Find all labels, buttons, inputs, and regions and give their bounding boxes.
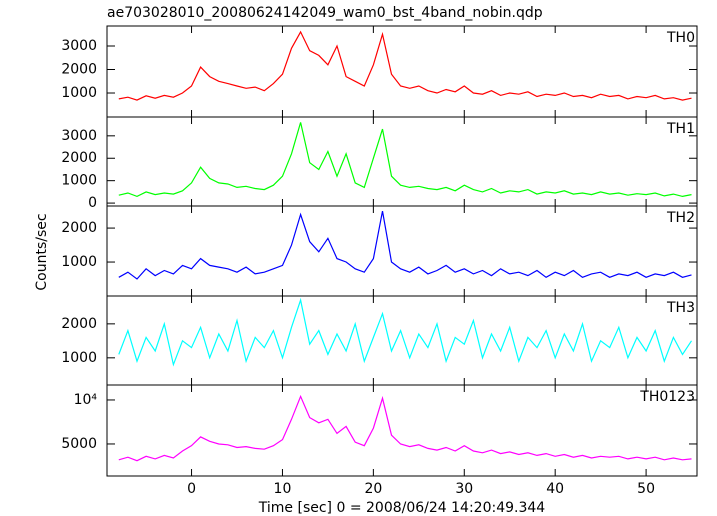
x-tick-label: 10 [274, 481, 292, 497]
panel-frame [106, 205, 698, 297]
y-tick-label: 1000 [61, 173, 97, 189]
x-tick-label: 30 [455, 481, 473, 497]
panel-frame [106, 384, 698, 477]
light-curve [118, 394, 692, 462]
x-tick-label: 20 [364, 481, 382, 497]
panel-frame [106, 116, 698, 207]
light-curve [118, 30, 692, 101]
x-axis-label: Time [sec] 0 = 2008/06/24 14:20:49.344 [258, 500, 546, 516]
y-tick-label: 0 [88, 195, 97, 211]
y-tick-label: 10⁴ [74, 392, 98, 408]
light-curve [118, 297, 693, 367]
y-tick-label: 2000 [61, 150, 97, 166]
y-tick-label: 2000 [61, 62, 97, 78]
y-tick-label: 1000 [61, 254, 97, 270]
x-tick-label: 0 [187, 481, 196, 497]
x-tick-label: 40 [546, 481, 564, 497]
x-tick-label: 50 [637, 481, 655, 497]
panel-frame [106, 295, 698, 386]
panel-frame [106, 25, 698, 118]
y-tick-label: 1000 [61, 85, 97, 101]
panel-label: TH0123 [639, 389, 695, 405]
y-tick-label: 3000 [61, 128, 97, 144]
chart-title: ae703028010_20080624142049_wam0_bst_4ban… [107, 5, 543, 21]
panel-label: TH3 [666, 300, 695, 316]
y-tick-label: 2000 [61, 220, 97, 236]
y-tick-label: 2000 [61, 316, 97, 332]
panel-label: TH2 [666, 210, 695, 226]
light-curve [118, 122, 692, 198]
panel-label: TH0 [666, 30, 695, 46]
light-curve [118, 210, 692, 280]
panel-label: TH1 [666, 121, 695, 137]
y-tick-label: 1000 [61, 350, 97, 366]
y-tick-label: 5000 [61, 436, 97, 452]
y-tick-label: 3000 [61, 38, 97, 54]
y-axis-label: Counts/sec [34, 213, 50, 290]
